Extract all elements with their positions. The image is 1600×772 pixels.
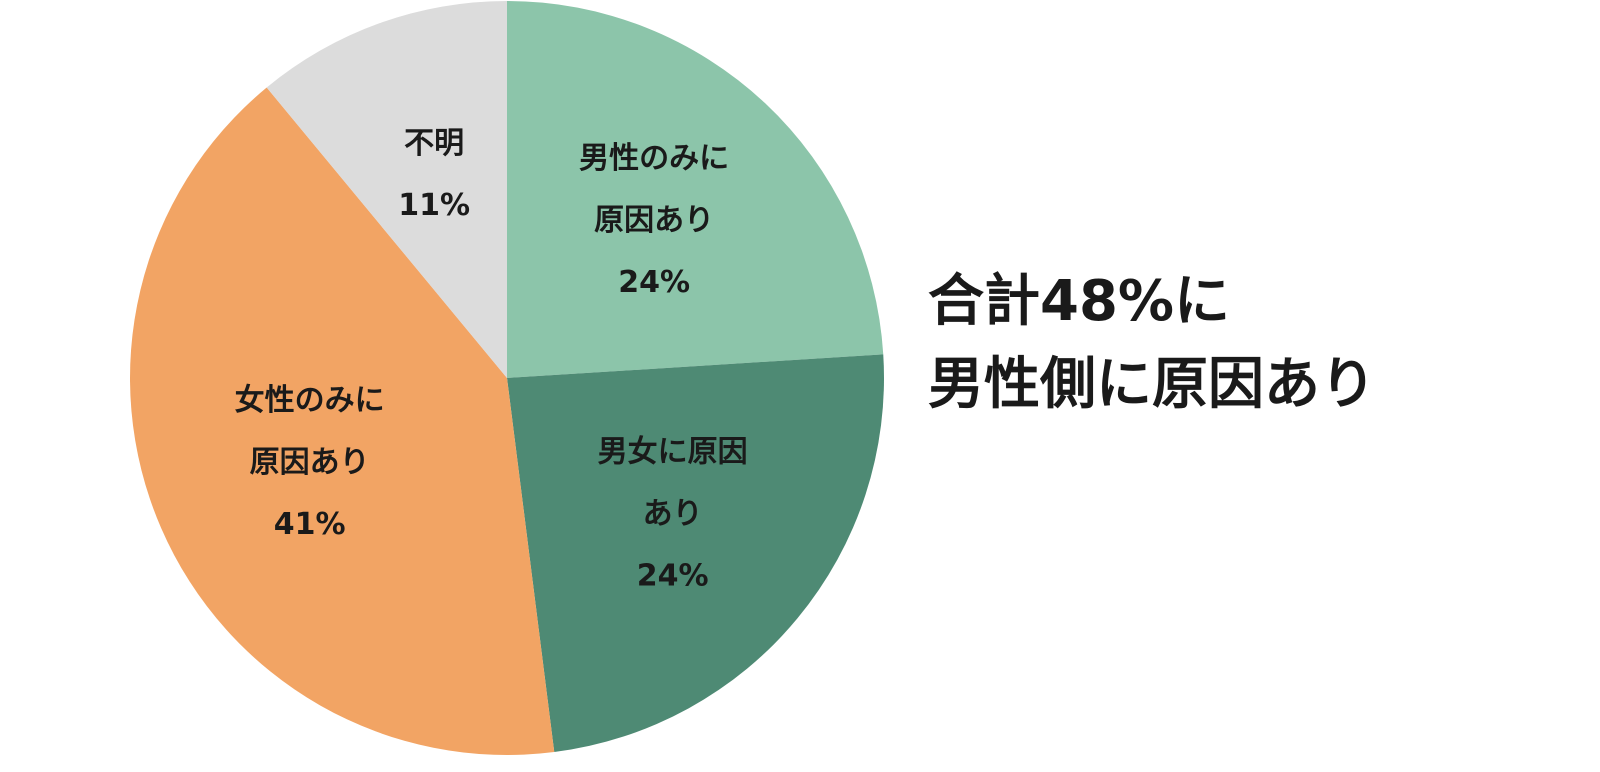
category-label: 女性のみに	[235, 383, 385, 418]
category-label: 男性のみに	[579, 141, 729, 176]
value-label: 41%	[274, 507, 346, 542]
pie-slice	[507, 354, 885, 753]
category-label: 原因あり	[250, 445, 370, 480]
annotation: 合計48%に	[928, 269, 1230, 334]
category-label: 不明	[404, 126, 464, 161]
annotation: 男性側に原因あり	[928, 352, 1376, 417]
pie	[130, 1, 885, 756]
category-label: あり	[643, 497, 703, 532]
category-label: 男女に原因	[598, 435, 748, 470]
pie-slice	[266, 1, 507, 378]
pie-slice	[130, 87, 555, 756]
pie-slice	[507, 1, 884, 378]
value-label: 24%	[637, 559, 709, 594]
category-label: 原因あり	[594, 203, 714, 238]
value-label: 11%	[398, 188, 470, 223]
value-label: 24%	[618, 265, 690, 300]
